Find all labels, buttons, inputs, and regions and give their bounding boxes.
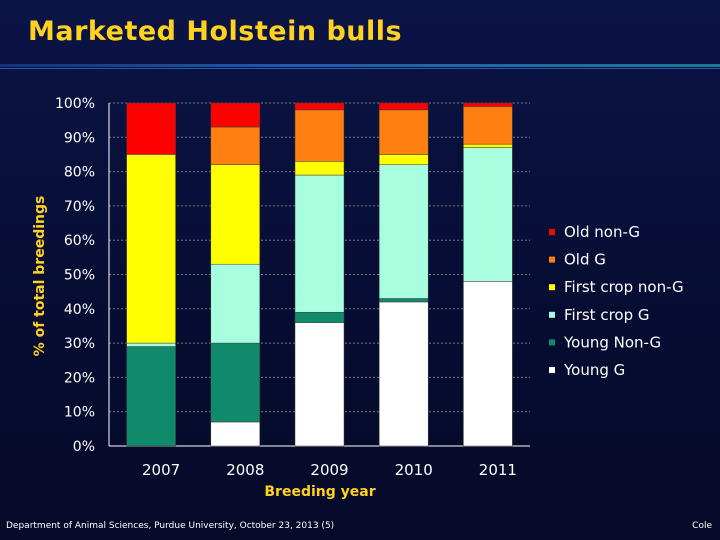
y-tick-label: 20% (64, 370, 95, 386)
legend-swatch (549, 256, 555, 263)
footer-author: Cole (692, 521, 712, 531)
legend-label: Young G (563, 361, 625, 379)
legend-label: First crop non-G (564, 278, 684, 296)
bar-segment-young-g (294, 322, 345, 447)
bar-segment-young-non-g (378, 298, 429, 303)
y-tick-label: 70% (64, 199, 95, 215)
y-axis-title: % of total breedings (32, 196, 48, 357)
x-axis-title: Breeding year (264, 484, 375, 500)
bar-segment-old-g (463, 106, 513, 145)
legend-label: Old non-G (564, 223, 640, 241)
legend-swatch (549, 229, 555, 235)
y-tick-label: 60% (64, 233, 95, 249)
bar-segment-first-crop-g (294, 174, 345, 313)
bar-segment-young-g (210, 421, 261, 447)
legend-swatch (549, 311, 555, 318)
legend-swatch (549, 339, 555, 346)
bar-segment-young-g (463, 281, 513, 447)
y-tick-label: 40% (64, 302, 95, 318)
bar-segment-young-non-g (210, 342, 261, 423)
slide-title: Marketed Holstein bulls (28, 16, 403, 47)
x-tick-label: 2011 (479, 461, 517, 479)
bar-segment-old-non-g (210, 102, 261, 128)
bar-segment-first-crop-g (210, 263, 261, 344)
bar-segment-first-crop-non-g (210, 164, 261, 265)
x-tick-label: 2007 (142, 461, 180, 479)
bar-segment-old-non-g (126, 102, 176, 155)
legend-label: Young Non-G (563, 333, 661, 351)
title-divider-thin (0, 68, 720, 69)
bar-segment-first-crop-non-g (378, 154, 429, 165)
y-tick-label: 10% (64, 405, 95, 421)
bar-segment-old-non-g (378, 102, 429, 111)
bar-segment-young-non-g (294, 311, 345, 323)
bar-segment-first-crop-non-g (294, 161, 345, 176)
bar-segment-first-crop-g (463, 147, 513, 282)
y-tick-label: 30% (64, 336, 95, 352)
bar-segment-first-crop-g (126, 342, 176, 347)
x-tick-label: 2008 (226, 461, 264, 479)
title-divider (0, 64, 720, 67)
bar-segment-first-crop-non-g (126, 154, 176, 344)
x-tick-label: 2009 (310, 461, 348, 479)
x-tick-label: 2010 (395, 461, 433, 479)
legend-swatch (549, 284, 555, 291)
legend-label: Old G (564, 251, 606, 269)
bar-segment-old-non-g (463, 102, 513, 107)
y-tick-label: 90% (64, 130, 95, 146)
y-tick-label: 80% (64, 165, 95, 181)
bar-segment-first-crop-non-g (463, 143, 513, 148)
bar-segment-first-crop-g (378, 164, 429, 299)
y-tick-label: 50% (64, 268, 95, 284)
bar-segment-old-g (210, 126, 261, 165)
footer-citation: Department of Animal Sciences, Purdue Un… (6, 521, 335, 531)
bar-segment-old-non-g (294, 102, 345, 111)
bar-segment-young-g (378, 301, 429, 447)
y-tick-label: 0% (73, 439, 95, 455)
bar-segment-old-g (294, 109, 345, 162)
legend-label: First crop G (564, 306, 650, 324)
y-tick-label: 100% (55, 96, 95, 112)
legend-swatch (549, 367, 555, 373)
bar-segment-young-non-g (126, 346, 176, 447)
bar-segment-old-g (378, 109, 429, 155)
